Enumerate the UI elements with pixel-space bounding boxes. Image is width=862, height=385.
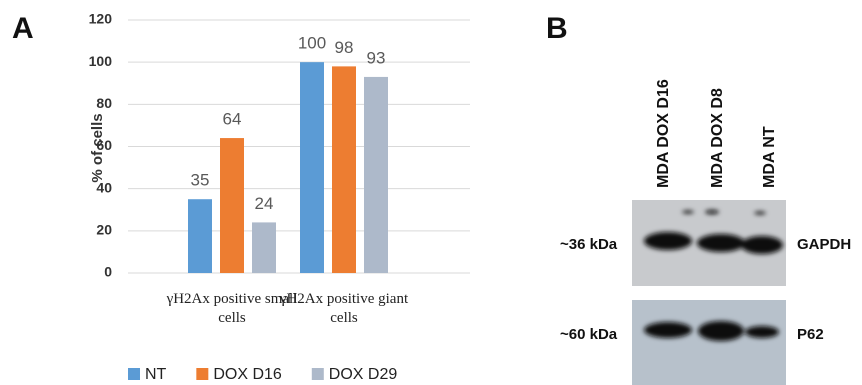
value-label: 93: [367, 48, 386, 67]
x-tick-label: γH2Ax positive giant cells: [269, 290, 419, 328]
y-tick-label: 0: [104, 264, 112, 280]
legend-label: DOX D16: [213, 366, 282, 383]
panel-label: A: [12, 12, 34, 45]
panel-label: B: [546, 12, 568, 45]
y-tick-label: 20: [96, 222, 112, 238]
legend-label: DOX D29: [329, 366, 398, 383]
value-label: 98: [335, 38, 354, 57]
value-label: 100: [298, 34, 326, 53]
bar: [364, 77, 388, 273]
value-label: 64: [223, 110, 242, 129]
lane-label: MDA DOX D8: [709, 88, 726, 188]
y-tick-label: 100: [89, 53, 113, 69]
size-label: ~60 kDa: [560, 326, 618, 343]
y-tick-label: 40: [96, 179, 112, 195]
legend-swatch: [312, 368, 324, 380]
y-tick-label: 80: [96, 95, 112, 111]
protein-label: P62: [797, 326, 824, 343]
legend-label: NT: [145, 366, 167, 383]
lane-label: MDA DOX D16: [655, 79, 672, 188]
legend-swatch: [196, 368, 208, 380]
value-label: 35: [191, 171, 210, 190]
value-label: 24: [255, 194, 274, 213]
protein-label: GAPDH: [797, 236, 851, 253]
bar: [300, 62, 324, 273]
figure: A B % of cells MDA DOX D16 MDA DOX D8 MD…: [0, 0, 862, 385]
y-tick-label: 120: [89, 11, 113, 27]
page: A B % of cells MDA DOX D16 MDA DOX D8 MD…: [0, 0, 862, 385]
bar: [332, 66, 356, 273]
bar: [252, 222, 276, 273]
blot-panel: [632, 300, 786, 385]
size-label: ~36 kDa: [560, 236, 618, 253]
bar: [188, 199, 212, 273]
bar: [220, 138, 244, 273]
y-tick-label: 60: [96, 137, 112, 153]
legend-swatch: [128, 368, 140, 380]
lane-label: MDA NT: [761, 126, 778, 188]
